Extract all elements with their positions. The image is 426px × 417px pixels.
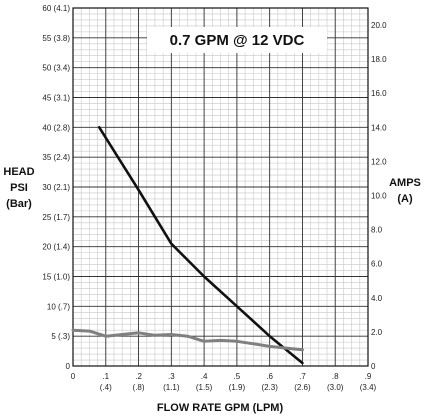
y-left-tick-label: 55 (3.8)	[42, 34, 70, 43]
title-box	[147, 27, 327, 53]
y-right-tick-label: 0	[371, 362, 376, 371]
x-tick-label: .4	[201, 372, 208, 381]
y-left-tick-label: 15 (1.0)	[42, 273, 70, 282]
head-curve	[97, 126, 304, 365]
y-left-tick-label: 20 (1.4)	[42, 243, 70, 252]
y-right-tick-label: 4.0	[371, 294, 383, 303]
y-right-tick-label: 18.0	[371, 55, 387, 64]
y-left-tick-label: 60 (4.1)	[42, 4, 70, 13]
x-tick-sublabel: (3.0)	[327, 383, 344, 392]
y-left-tick-label: 40 (2.8)	[42, 123, 70, 132]
y-right-tick-label: 8.0	[371, 226, 383, 235]
y-left-tick-label: 35 (2.4)	[42, 153, 70, 162]
x-tick-label: .6	[266, 372, 273, 381]
y-axis-right-label: AMPS (A)	[389, 177, 421, 205]
y-right-tick-label: 6.0	[371, 260, 383, 269]
right-axis-ticks: 0 2.0 4.0 6.0 8.0 10.0 12.0 14.0 16.0 18.0 20.0	[371, 21, 387, 371]
y-left-tick-label: 10 (.7)	[47, 302, 70, 311]
y-left-tick-label: 50 (3.4)	[42, 64, 70, 73]
plot-frame	[72, 7, 369, 367]
x-tick-label: .9	[365, 372, 372, 381]
x-tick-sublabel: (.8)	[133, 383, 145, 392]
y-right-tick-label: 10.0	[371, 192, 387, 201]
x-tick-label: .3	[168, 372, 175, 381]
series-layer	[71, 126, 304, 365]
x-tick-label: 0	[71, 372, 76, 381]
amps-curve	[71, 328, 304, 352]
y-left-label-line-3: (Bar)	[6, 198, 32, 210]
y-right-tick-label: 16.0	[371, 89, 387, 98]
y-left-tick-label: 45 (3.1)	[42, 94, 70, 103]
y-left-label-line-2: PSI	[10, 182, 28, 194]
y-right-tick-label: 12.0	[371, 157, 387, 166]
y-right-label-line-1: AMPS	[389, 177, 421, 189]
x-tick-label: .1	[102, 372, 109, 381]
x-tick-label: .7	[299, 372, 306, 381]
y-left-tick-label: 30 (2.1)	[42, 183, 70, 192]
y-left-label-line-1: HEAD	[3, 166, 34, 178]
chart-title: 0.7 GPM @ 12 VDC	[170, 32, 305, 49]
y-right-label-line-2: (A)	[397, 193, 413, 205]
left-axis-ticks: 0 5 (.3) 10 (.7) 15 (1.0) 20 (1.4) 25 (1.7) 30…	[42, 4, 70, 371]
x-tick-sublabel: (3.4)	[360, 383, 377, 392]
x-tick-label: .5	[234, 372, 241, 381]
x-tick-sublabel: (1.9)	[229, 383, 246, 392]
x-tick-sublabel: (1.5)	[196, 383, 213, 392]
x-tick-sublabel: (2.3)	[261, 383, 278, 392]
x-axis-label: FLOW RATE GPM (LPM)	[157, 402, 284, 414]
x-tick-sublabel: (1.1)	[163, 383, 180, 392]
x-tick-sublabel: (2.6)	[294, 383, 311, 392]
x-tick-label: .2	[135, 372, 142, 381]
y-axis-left-label: HEAD PSI (Bar)	[3, 166, 34, 210]
y-right-tick-label: 14.0	[371, 123, 387, 132]
x-axis-ticks: 0 .1 (.4) .2 (.8) .3 (1.1) .4 (1.5) .5 (1.9) .6 (2.3…	[71, 372, 377, 392]
x-tick-label: .8	[332, 372, 339, 381]
y-right-tick-label: 20.0	[371, 21, 387, 30]
x-tick-sublabel: (.4)	[100, 383, 112, 392]
y-left-tick-label: 5 (.3)	[51, 332, 70, 341]
y-right-tick-label: 2.0	[371, 328, 383, 337]
y-left-tick-label: 25 (1.7)	[42, 213, 70, 222]
y-left-tick-label: 0	[66, 362, 71, 371]
